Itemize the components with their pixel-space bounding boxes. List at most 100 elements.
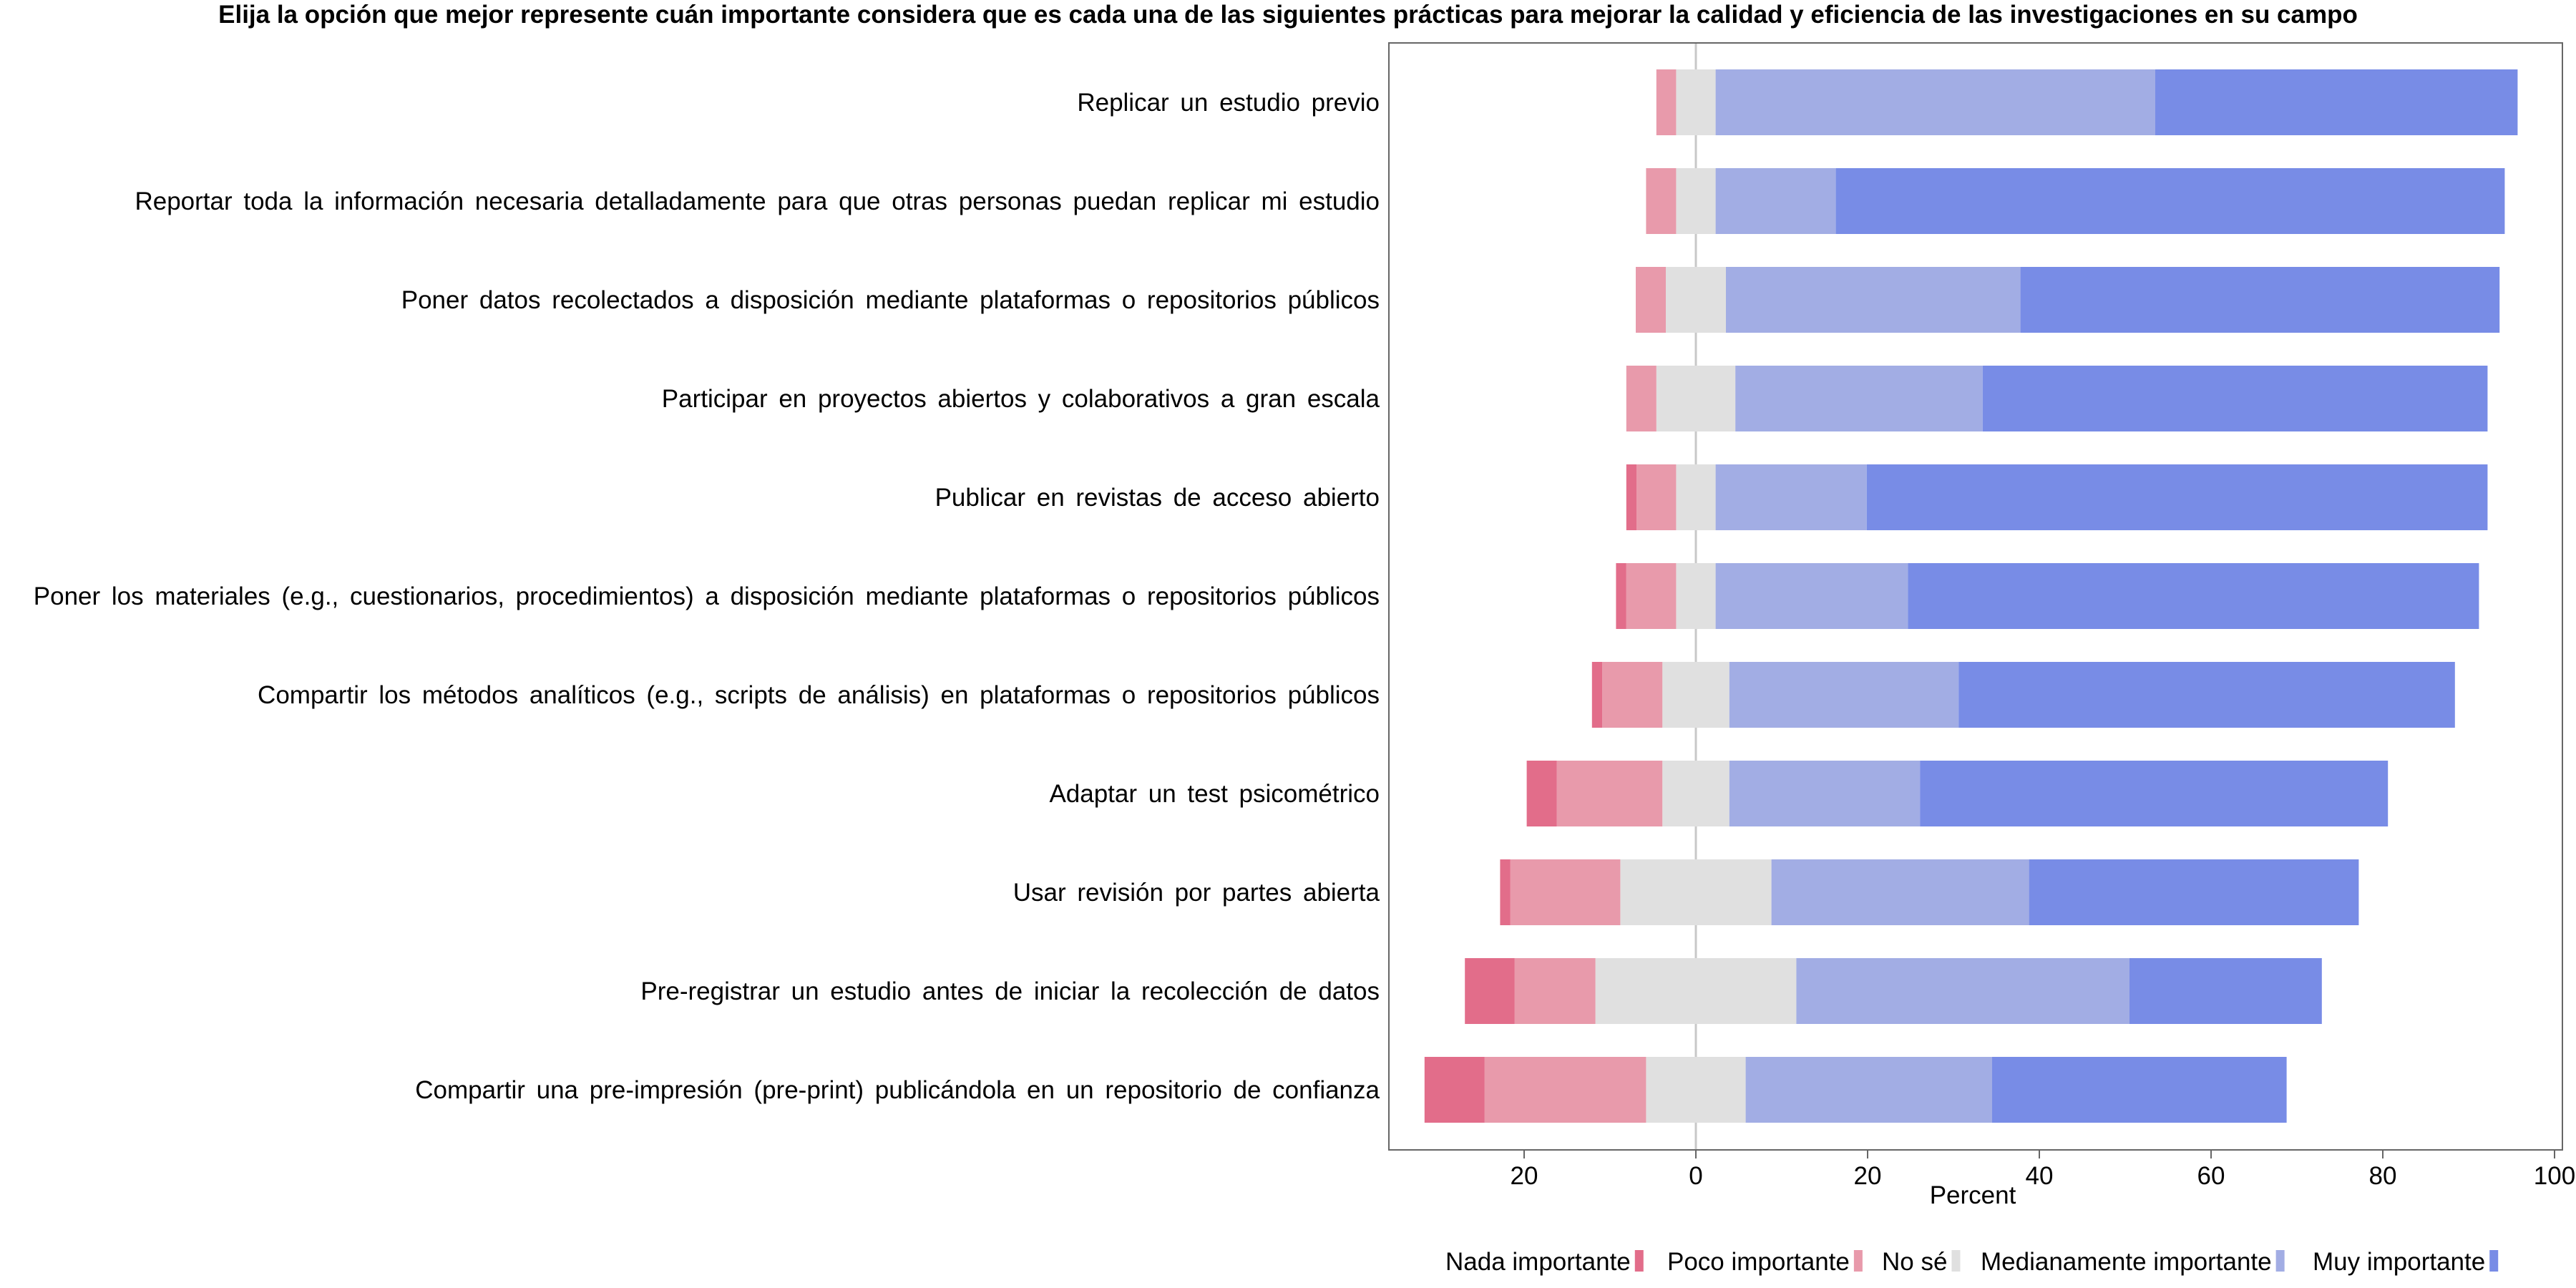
legend-label: No sé xyxy=(1882,1248,1947,1276)
bar-segment-nada-importante xyxy=(1465,958,1515,1024)
bar-segment-no-se xyxy=(1666,267,1726,333)
bar-segment-no-se xyxy=(1595,958,1797,1024)
legend: Nada importante Poco importante No sé Media… xyxy=(1445,1248,2499,1276)
legend-item: Poco importante xyxy=(1667,1248,1863,1276)
bar-segment-medianamente-importante xyxy=(1715,563,1908,629)
legend-label: Muy importante xyxy=(2313,1248,2485,1276)
category-label: Compartir los métodos analíticos (e.g., … xyxy=(258,681,1380,709)
plot-frame xyxy=(1388,42,2563,1151)
legend-item: No sé xyxy=(1882,1248,1961,1276)
bar-segment-muy-importante xyxy=(1992,1057,2287,1123)
bar-segment-no-se xyxy=(1662,662,1729,728)
bar-segment-muy-importante xyxy=(1920,761,2389,826)
category-label: Participar en proyectos abiertos y colab… xyxy=(662,385,1380,413)
bar-segment-medianamente-importante xyxy=(1715,464,1867,530)
bar-segment-no-se xyxy=(1676,69,1716,135)
bar-segment-medianamente-importante xyxy=(1735,366,1983,431)
bar-segment-poco-importante xyxy=(1656,69,1677,135)
bar-segment-no-se xyxy=(1662,761,1729,826)
bar-segment-nada-importante xyxy=(1591,662,1603,728)
x-axis: 20 0 20 40 60 80 100 xyxy=(1511,1150,2575,1190)
bar-segment-poco-importante xyxy=(1602,662,1663,728)
legend-swatch xyxy=(1634,1250,1644,1272)
bar-segment-muy-importante xyxy=(1866,464,2488,530)
x-tick-label: 60 xyxy=(2197,1162,2225,1190)
bar-segment-medianamente-importante xyxy=(1729,662,1959,728)
category-label: Publicar en revistas de acceso abierto xyxy=(935,484,1380,512)
category-labels: Replicar un estudio previo Reportar toda … xyxy=(34,89,1380,1104)
bar-row xyxy=(1526,761,2389,826)
bar-row xyxy=(1500,859,2359,925)
bar-row xyxy=(1626,366,2488,431)
bar-segment-nada-importante xyxy=(1626,464,1637,530)
bar-segment-muy-importante xyxy=(2020,267,2500,333)
x-tick-label: 80 xyxy=(2369,1162,2397,1190)
bar-segment-medianamente-importante xyxy=(1796,958,2129,1024)
bar-segment-poco-importante xyxy=(1636,464,1677,530)
x-tick-label: 20 xyxy=(1854,1162,1882,1190)
category-label: Adaptar un test psicométrico xyxy=(1049,780,1380,808)
bar-segment-muy-importante xyxy=(2155,69,2518,135)
bar-segment-muy-importante xyxy=(1958,662,2455,728)
bar-segment-no-se xyxy=(1676,168,1716,234)
bar-segment-poco-importante xyxy=(1484,1057,1646,1123)
legend-item: Muy importante xyxy=(2313,1248,2499,1276)
bar-segment-muy-importante xyxy=(2129,958,2322,1024)
bar-segment-poco-importante xyxy=(1646,168,1677,234)
legend-swatch xyxy=(1951,1250,1961,1272)
bar-segment-medianamente-importante xyxy=(1715,168,1836,234)
legend-label: Nada importante xyxy=(1445,1248,1631,1276)
bar-segment-no-se xyxy=(1676,563,1716,629)
bar-segment-muy-importante xyxy=(1908,563,2479,629)
bar-segment-poco-importante xyxy=(1556,761,1663,826)
legend-item: Nada importante xyxy=(1445,1248,1644,1276)
x-tick-label: 40 xyxy=(2026,1162,2054,1190)
x-tick-label: 0 xyxy=(1689,1162,1702,1190)
bar-segment-medianamente-importante xyxy=(1771,859,2029,925)
bar-segment-nada-importante xyxy=(1424,1057,1485,1123)
bar-row xyxy=(1591,662,2455,728)
bar-row xyxy=(1465,958,2322,1024)
category-label: Usar revisión por partes abierta xyxy=(1013,879,1380,907)
bar-segment-poco-importante xyxy=(1636,267,1666,333)
category-label: Pre-registrar un estudio antes de inicia… xyxy=(640,977,1380,1005)
bar-segment-medianamente-importante xyxy=(1715,69,2155,135)
category-label: Poner datos recolectados a disposición m… xyxy=(401,286,1380,314)
bar-segment-nada-importante xyxy=(1526,761,1557,826)
bar-row xyxy=(1626,464,2488,530)
bar-segment-poco-importante xyxy=(1626,563,1677,629)
bar-row xyxy=(1424,1057,2287,1123)
bar-row xyxy=(1636,267,2500,333)
bar-segment-medianamente-importante xyxy=(1745,1057,1992,1123)
bars-layer xyxy=(1424,69,2518,1123)
bar-segment-muy-importante xyxy=(1982,366,2488,431)
bar-segment-nada-importante xyxy=(1500,859,1511,925)
x-tick-label: 20 xyxy=(1511,1162,1538,1190)
legend-label: Medianamente importante xyxy=(1981,1248,2272,1276)
bar-segment-medianamente-importante xyxy=(1729,761,1921,826)
bar-row xyxy=(1616,563,2479,629)
bar-segment-muy-importante xyxy=(1835,168,2505,234)
bar-segment-poco-importante xyxy=(1514,958,1596,1024)
bar-segment-poco-importante xyxy=(1510,859,1621,925)
legend-swatch xyxy=(2489,1250,2499,1272)
x-axis-label: Percent xyxy=(1930,1181,2016,1209)
category-label: Reportar toda la información necesaria d… xyxy=(135,187,1380,215)
bar-segment-no-se xyxy=(1676,464,1716,530)
bar-segment-muy-importante xyxy=(2029,859,2359,925)
bar-segment-no-se xyxy=(1656,366,1736,431)
legend-label: Poco importante xyxy=(1667,1248,1850,1276)
legend-item: Medianamente importante xyxy=(1981,1248,2285,1276)
legend-swatch xyxy=(1853,1250,1863,1272)
bar-segment-poco-importante xyxy=(1626,366,1657,431)
x-tick-label: 100 xyxy=(2534,1162,2575,1190)
bar-segment-medianamente-importante xyxy=(1726,267,2021,333)
category-label: Replicar un estudio previo xyxy=(1077,89,1380,117)
bar-segment-no-se xyxy=(1646,1057,1746,1123)
bar-segment-no-se xyxy=(1620,859,1772,925)
bar-row xyxy=(1646,168,2505,234)
legend-swatch xyxy=(2275,1250,2285,1272)
bar-segment-nada-importante xyxy=(1616,563,1626,629)
chart-title: Elija la opción que mejor represente cuá… xyxy=(218,1,2358,29)
